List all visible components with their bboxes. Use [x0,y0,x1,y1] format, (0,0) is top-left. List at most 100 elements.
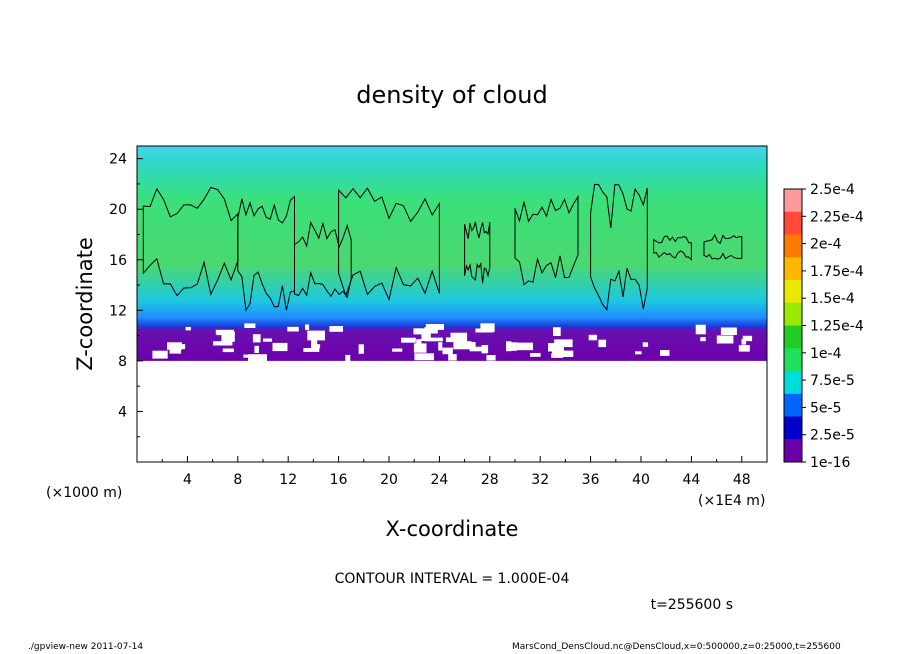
contour-line [653,235,692,261]
clear-air-patch [588,334,597,341]
y-tick-label: 4 [118,404,127,420]
clear-air-patch [548,343,564,352]
y-tick-label: 12 [109,303,127,319]
colorbar-label: 1e-16 [810,455,850,471]
clear-air-patch [425,324,444,330]
contour-lines [142,183,743,312]
clear-air-patch [345,354,351,364]
clear-air-patch [530,353,541,357]
clear-air-patch [307,330,325,341]
clear-air-patch [222,348,234,353]
y-axis-label: Z-coordinate [73,237,97,371]
contour-line [703,233,743,260]
x-tick-label: 44 [682,472,700,488]
clear-air-patch [421,331,431,341]
clear-air-patch [401,337,416,343]
clear-air-patch [248,354,267,364]
y-axis-ticks: 4 8 12 16 20 24 [109,152,143,438]
clear-air-patch [413,343,427,353]
clear-air-patch [716,335,734,344]
clear-air-patch [311,336,318,345]
x-unit-right: (×1E4 m) [698,493,765,509]
clear-air-patch [424,327,438,334]
clear-air-patch [392,348,403,352]
clear-air-patch [213,341,233,346]
clear-air-patch [244,323,256,328]
x-axis-ticks: 4 8 12 16 20 24 28 32 36 40 44 48 [161,456,751,488]
colorbar-segment [784,416,802,440]
clear-air-patch [642,342,649,347]
colorbar-label: 1.75e-4 [810,264,864,280]
clear-air-patch [475,346,485,352]
x-axis-label: X-coordinate [386,517,519,541]
contour-interval: CONTOUR INTERVAL = 1.000E-04 [335,571,570,587]
clear-air-patch [480,323,495,333]
x-tick-label: 16 [330,472,348,488]
colorbar-segment [784,439,802,463]
x-tick-label: 20 [380,472,398,488]
clear-air-patch [720,327,737,335]
colorbar-segment [784,189,802,213]
colorbar-segment [784,257,802,281]
colorbar-segment [784,302,802,326]
contour-line [514,194,579,286]
clear-air-patch [450,332,468,343]
clear-air-patch [169,343,182,354]
colorbar-label: 2.5e-4 [810,182,855,198]
density-field [137,146,767,361]
clear-air-patch [358,344,364,354]
x-tick-label: 12 [279,472,297,488]
colorbar-segment [784,211,802,235]
colorbar-segment [784,393,802,417]
y-tick-label: 20 [109,202,127,218]
clear-air-patch [438,342,443,351]
clear-air-patch [506,341,512,352]
clear-air-patch [414,353,434,361]
clear-air-patch [446,337,452,343]
colorbar-label: 5e-5 [810,400,841,416]
y-tick-label: 8 [118,354,127,370]
clear-air-patch [695,324,706,335]
footer-right: MarsCond_DensCloud.nc@DensCloud,x=0:5000… [512,642,841,652]
contour-line [338,187,440,302]
colorbar-label: 1e-4 [810,346,842,362]
colorbar-label: 1.5e-4 [810,291,855,307]
x-tick-label: 4 [183,472,192,488]
colorbar-label: 2.25e-4 [810,209,864,225]
clear-air-patch [552,350,567,355]
colorbar-label: 7.5e-5 [810,373,855,389]
colorbar-segment [784,371,802,395]
clear-air-patch [263,338,273,342]
time-label: t=255600 s [651,597,733,613]
clear-air-patch [448,354,457,361]
clear-air-patch [660,350,670,356]
y-tick-label: 16 [109,253,127,269]
colorbar: 2.5e-4 2.25e-4 2e-4 1.75e-4 1.5e-4 1.25e-4 1e-… [783,182,864,471]
contour-line [590,183,648,311]
colorbar-segment [784,280,802,304]
clear-air-patch [553,327,561,336]
clear-air-patch [254,345,259,353]
clear-air-patch [469,342,476,352]
clear-air-patch [177,344,186,350]
clear-air-patch [551,353,564,358]
y-tick-label: 24 [109,152,127,168]
clear-air-patch [486,355,496,361]
clear-air-patch [185,326,191,331]
clear-air-patch [272,342,288,352]
chart-title: density of cloud [356,81,547,109]
clear-air-patch [424,337,443,342]
colorbar-label: 1.25e-4 [810,319,864,335]
clear-air-patch [741,338,747,345]
x-tick-label: 36 [582,472,600,488]
x-tick-label: 24 [430,472,448,488]
x-unit-left: (×1000 m) [46,485,122,501]
clear-air-patch [635,351,642,355]
footer-left: ./gpview-new 2011-07-14 [28,642,144,652]
clear-air-patch [481,345,489,354]
clear-air-patch [243,354,249,358]
clear-air-patch [311,344,321,349]
clear-air-patch [152,350,168,359]
clear-air-patch [453,341,472,350]
contour-line [464,221,491,284]
